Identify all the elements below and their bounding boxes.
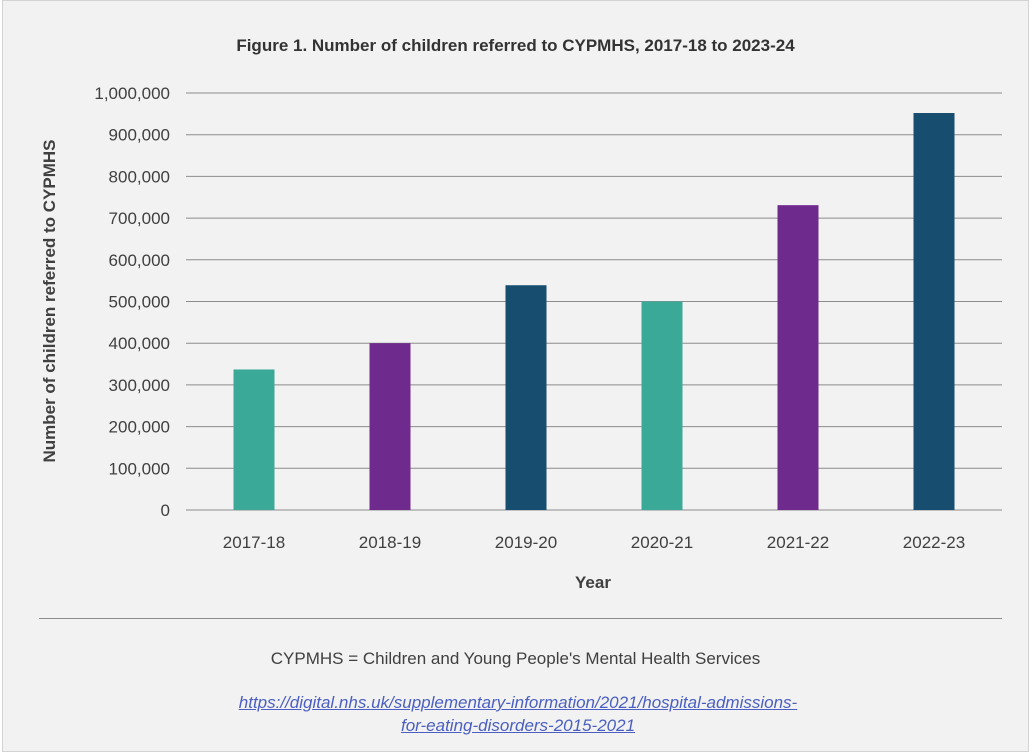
bar-2020-21 — [641, 301, 683, 510]
x-axis-tick-labels: 2017-18 2018-19 2019-20 2020-21 2021-22 2022-… — [223, 533, 965, 552]
y-tick-label: 200,000 — [109, 418, 170, 437]
y-tick-label: 800,000 — [109, 167, 170, 186]
y-axis-tick-labels: 0 100,000 200,000 300,000 400,000 500,000 600,… — [94, 84, 170, 520]
bar-2022-23 — [913, 113, 955, 511]
y-tick-label: 500,000 — [109, 293, 170, 312]
source-link-line-2[interactable]: for-eating-disorders-2015-2021 — [400, 716, 636, 735]
bar-2021-22 — [777, 205, 819, 510]
y-tick-label: 300,000 — [109, 376, 170, 395]
x-tick-label: 2018-19 — [359, 533, 421, 552]
gridlines — [186, 92, 1002, 511]
x-tick-label: 2020-21 — [631, 533, 693, 552]
x-tick-label: 2022-23 — [903, 533, 965, 552]
bar-chart: 0 100,000 200,000 300,000 400,000 500,000 600,… — [40, 84, 1002, 592]
y-tick-label: 1,000,000 — [94, 84, 170, 103]
y-tick-label: 100,000 — [109, 459, 170, 478]
x-tick-label: 2019-20 — [495, 533, 557, 552]
y-tick-label: 0 — [161, 501, 170, 520]
x-tick-label: 2017-18 — [223, 533, 285, 552]
footer-divider — [39, 618, 1002, 619]
bar-2019-20 — [505, 285, 547, 510]
bars — [233, 113, 955, 511]
y-tick-label: 600,000 — [109, 251, 170, 270]
y-tick-label: 900,000 — [109, 126, 170, 145]
chart-title: Figure 1. Number of children referred to… — [236, 36, 795, 55]
x-axis-title: Year — [575, 573, 611, 592]
y-axis-title: Number of children referred to CYPMHS — [40, 139, 59, 462]
bar-2018-19 — [369, 343, 411, 510]
y-tick-label: 700,000 — [109, 209, 170, 228]
y-tick-label: 400,000 — [109, 334, 170, 353]
bar-2017-18 — [233, 369, 275, 510]
source-link[interactable]: https://digital.nhs.uk/supplementary-inf… — [153, 691, 883, 737]
source-link-line-1[interactable]: https://digital.nhs.uk/supplementary-inf… — [238, 693, 798, 712]
abbreviation-note: CYPMHS = Children and Young People's Men… — [270, 649, 761, 668]
x-tick-label: 2021-22 — [767, 533, 829, 552]
